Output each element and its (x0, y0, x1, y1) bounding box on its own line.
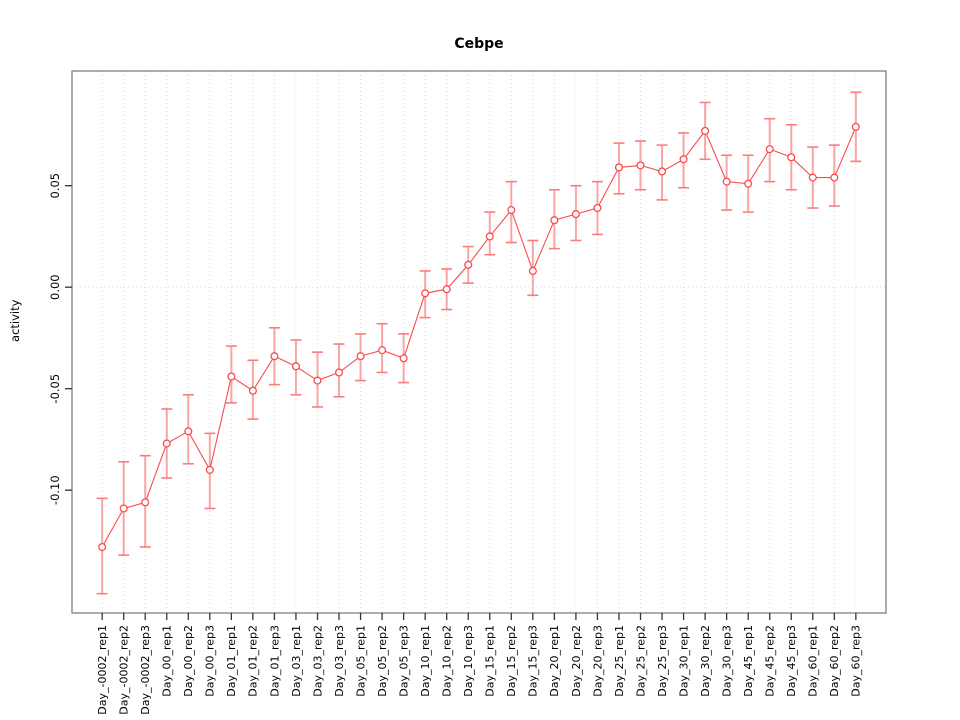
x-tick-label: Day_10_rep3 (462, 625, 475, 697)
data-point (636, 161, 645, 170)
x-tick-label: Day_15_rep2 (505, 625, 518, 697)
data-point (614, 163, 624, 172)
data-point (227, 372, 236, 381)
x-tick-label: Day_25_rep1 (613, 625, 626, 697)
x-tick-label: Day_00_rep2 (182, 625, 195, 697)
y-tick-label: -0.10 (48, 475, 62, 505)
x-tick-label: Day_10_rep2 (441, 625, 454, 697)
data-point (593, 203, 602, 213)
x-tick-label: Day_45_rep2 (764, 625, 777, 697)
plot-frame (71, 70, 887, 614)
x-tick-label: Day_01_rep3 (268, 625, 281, 697)
data-point (464, 260, 473, 269)
x-tick-label: Day_-0002_rep3 (139, 625, 152, 715)
data-point (722, 177, 731, 186)
data-point (334, 368, 344, 377)
data-point (571, 210, 580, 219)
x-tick-label: Day_15_rep1 (484, 625, 497, 697)
x-tick-label: Day_60_rep2 (828, 625, 841, 697)
data-point (205, 465, 214, 474)
data-point (291, 362, 301, 371)
data-point (528, 266, 537, 276)
chart-title: Cebpe (454, 36, 504, 52)
data-point (442, 285, 451, 294)
x-tick-label: Day_05_rep1 (354, 625, 367, 697)
x-tick-label: Day_00_rep3 (204, 625, 217, 697)
data-point (550, 216, 559, 225)
x-tick-label: Day_20_rep1 (548, 625, 561, 697)
y-tick-label: -0.05 (48, 374, 62, 404)
x-tick-label: Day_60_rep1 (807, 625, 820, 697)
data-point (399, 354, 408, 363)
data-point (248, 386, 257, 395)
data-point (808, 173, 817, 182)
x-tick-label: Day_-0002_rep1 (96, 625, 109, 715)
data-point (119, 504, 128, 513)
data-point (787, 153, 796, 162)
data-point (765, 145, 774, 154)
data-point (744, 179, 753, 188)
data-point (184, 427, 193, 436)
x-tick-label: Day_01_rep1 (225, 625, 238, 697)
x-tick-label: Day_45_rep1 (742, 625, 755, 697)
x-tick-label: Day_03_rep3 (333, 625, 346, 697)
x-tick-label: Day_30_rep2 (699, 625, 712, 697)
data-point (421, 289, 430, 298)
x-tick-label: Day_05_rep3 (397, 625, 410, 697)
data-point (313, 376, 322, 385)
x-tick-label: Day_01_rep2 (247, 625, 260, 697)
x-tick-label: Day_30_rep3 (720, 625, 733, 697)
data-point (378, 346, 387, 355)
x-tick-label: Day_20_rep2 (570, 625, 583, 697)
data-point (141, 498, 150, 507)
x-tick-label: Day_20_rep3 (591, 625, 604, 697)
y-tick-label: 0.05 (48, 173, 62, 199)
x-tick-label: Day_03_rep2 (311, 625, 324, 697)
x-tick-label: Day_15_rep3 (527, 625, 540, 697)
data-point (851, 122, 860, 131)
x-tick-label: Day_05_rep2 (376, 625, 389, 697)
y-tick-label: 0.00 (48, 274, 62, 300)
data-point (679, 155, 688, 164)
data-point (270, 352, 279, 361)
x-tick-label: Day_00_rep1 (161, 625, 174, 697)
data-point (657, 167, 667, 176)
x-tick-label: Day_25_rep3 (656, 625, 669, 697)
data-point (162, 439, 171, 448)
x-tick-label: Day_60_rep3 (850, 625, 863, 697)
x-tick-label: Day_30_rep1 (677, 625, 690, 697)
x-tick-label: Day_25_rep2 (634, 625, 647, 697)
data-point (507, 206, 516, 215)
series-line (101, 126, 857, 548)
data-point (98, 542, 107, 552)
x-tick-label: Day_-0002_rep2 (118, 625, 131, 715)
x-tick-label: Day_03_rep1 (290, 625, 303, 697)
data-point (830, 173, 839, 182)
x-tick-label: Day_45_rep3 (785, 625, 798, 697)
x-tick-label: Day_10_rep1 (419, 625, 432, 697)
data-point (356, 352, 365, 361)
data-point (485, 232, 494, 241)
data-point (701, 126, 710, 135)
